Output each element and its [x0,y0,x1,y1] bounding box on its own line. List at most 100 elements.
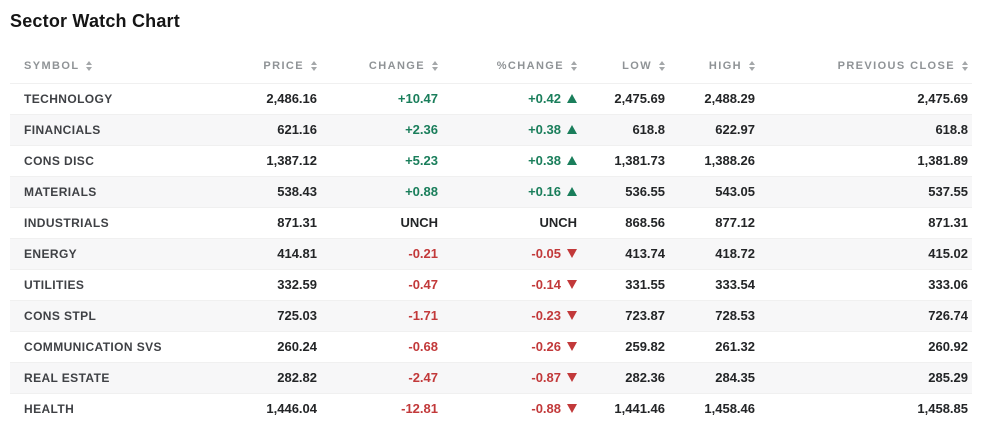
previous-close-cell: 726.74 [928,308,968,323]
arrow-down-icon [567,311,577,320]
pct-change-cell: -0.87 [438,362,577,393]
page-title: Sector Watch Chart [10,11,180,31]
price-cell: 282.82 [277,370,317,385]
previous-close-cell: 1,458.85 [917,401,968,417]
pct-change-value: -0.26 [531,339,561,354]
pct-change-cell: -0.88 [438,393,577,424]
low-cell: 618.8 [632,122,665,137]
pct-change-content: +0.42 [528,91,577,106]
symbol-cell: ENERGY [24,246,78,261]
column-header-pct-change[interactable]: %CHANGE [438,50,577,84]
pct-change-value: -0.87 [531,370,561,385]
column-header-previous-close[interactable]: PREVIOUS CLOSE [755,50,972,84]
price-cell: 414.81 [277,246,317,261]
previous-close-cell: 285.29 [928,370,968,385]
change-cell: UNCH [400,215,438,230]
change-cell: +5.23 [405,153,438,168]
table-row-technology: TECHNOLOGY 2,486.16 +10.47 +0.42 2,475.69 2,4… [10,83,972,114]
sort-down-caret-icon [749,67,755,72]
low-cell: 2,475.69 [614,91,665,106]
column-header-high[interactable]: HIGH [665,50,755,84]
pct-change-cell: -0.05 [438,238,577,269]
change-cell: +0.88 [405,184,438,199]
pct-change-content: -0.23 [531,308,577,323]
previous-close-cell: 260.92 [928,339,968,354]
table-row-energy: ENERGY 414.81 -0.21 -0.05 413.74 418.72 415.02 [10,238,972,269]
pct-change-cell: -0.14 [438,269,577,300]
sort-icon[interactable] [86,61,93,72]
table-row-cons-stpl: CONS STPL 725.03 -1.71 -0.23 723.87 728.53 726… [10,300,972,331]
high-cell: 2,488.29 [704,91,755,106]
pct-change-content: -0.14 [531,277,577,292]
sort-icon[interactable] [432,61,438,72]
symbol-cell: CONS DISC [24,153,95,168]
table-row-industrials: INDUSTRIALS 871.31 UNCH UNCH 868.56 877.12 871… [10,207,972,238]
sort-up-caret-icon [962,61,968,66]
sort-up-caret-icon [659,61,665,66]
change-cell: -0.68 [408,339,438,354]
low-cell: 331.55 [625,277,665,292]
price-cell: 2,486.16 [266,91,317,106]
high-cell: 261.32 [715,339,755,354]
arrow-down-icon [567,404,577,414]
sort-icon[interactable] [962,61,968,72]
pct-change-cell: UNCH [539,215,577,230]
price-cell: 871.31 [277,215,317,230]
sort-down-caret-icon [432,67,438,72]
pct-change-content: +0.38 [528,122,577,137]
high-cell: 1,388.26 [704,153,755,168]
sort-icon[interactable] [311,61,317,72]
price-cell: 260.24 [277,339,317,354]
high-cell: 543.05 [715,184,755,199]
sort-up-caret-icon [311,61,317,66]
pct-change-cell: +0.38 [438,114,577,145]
symbol-cell: CONS STPL [24,308,97,323]
price-cell: 725.03 [277,308,317,323]
arrow-down-icon [567,280,577,289]
arrow-up-icon [567,156,577,165]
high-cell: 333.54 [715,277,755,292]
table-row-financials: FINANCIALS 621.16 +2.36 +0.38 618.8 622.97 618… [10,114,972,145]
pct-change-content: -0.05 [531,246,577,261]
column-label: PREVIOUS CLOSE [837,60,955,73]
symbol-cell: UTILITIES [24,277,85,292]
column-header-low[interactable]: LOW [577,50,665,84]
pct-change-cell: -0.26 [438,331,577,362]
previous-close-cell: 618.8 [935,122,968,137]
pct-change-value: -0.23 [531,308,561,323]
sort-icon[interactable] [749,61,755,72]
price-cell: 1,387.12 [266,153,317,168]
table-body: TECHNOLOGY 2,486.16 +10.47 +0.42 2,475.69 2,4… [10,83,972,424]
pct-change-value: -0.14 [531,277,561,292]
low-cell: 259.82 [625,339,665,354]
table-row-communication-svs: COMMUNICATION SVS 260.24 -0.68 -0.26 259.82 2… [10,331,972,362]
table-row-health: HEALTH 1,446.04 -12.81 -0.88 1,441.46 1,458.4… [10,393,972,424]
arrow-down-icon [567,373,577,382]
pct-change-cell: -0.23 [438,300,577,331]
column-label: %CHANGE [496,60,564,73]
arrow-down-icon [567,342,577,351]
sort-down-caret-icon [311,67,317,72]
column-label: HIGH [708,60,742,73]
pct-change-content: -0.88 [531,401,577,416]
pct-change-cell: +0.16 [438,176,577,207]
sort-down-caret-icon [962,67,968,72]
sort-icon[interactable] [571,61,577,72]
pct-change-value: -0.05 [531,246,561,261]
arrow-up-icon [567,187,577,196]
sort-icon[interactable] [659,61,665,72]
high-cell: 877.12 [715,215,755,230]
pct-change-content: -0.87 [531,370,577,385]
pct-change-value: +0.38 [528,153,561,168]
high-cell: 418.72 [715,246,755,261]
column-header-symbol[interactable]: SYMBOL [10,50,214,84]
column-label: PRICE [263,60,304,73]
symbol-cell: INDUSTRIALS [24,215,110,230]
sort-up-caret-icon [749,61,755,66]
column-header-change[interactable]: CHANGE [317,50,438,84]
column-header-price[interactable]: PRICE [214,50,317,84]
pct-change-value: +0.38 [528,122,561,137]
change-cell: -12.81 [401,401,438,417]
sort-down-caret-icon [571,67,577,72]
